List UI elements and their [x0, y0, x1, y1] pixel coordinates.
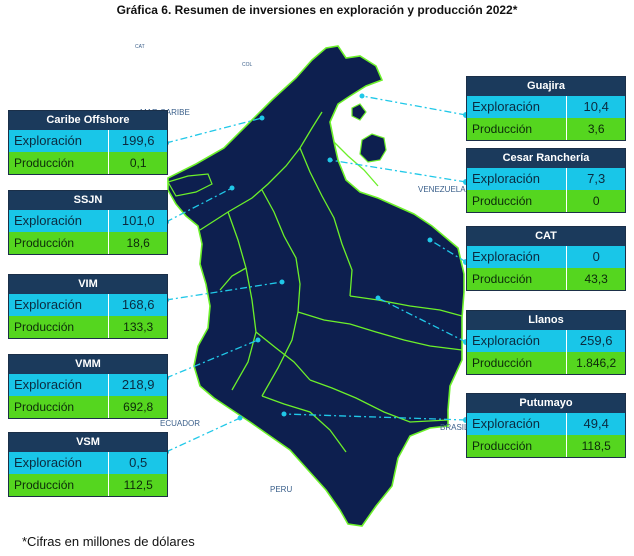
- map-label-cat: CAT: [135, 44, 145, 50]
- basin-name: VSM: [9, 433, 167, 452]
- produccion-value: 3,6: [566, 118, 625, 140]
- exploracion-value: 199,6: [108, 130, 167, 152]
- produccion-value: 118,5: [566, 435, 625, 457]
- produccion-value: 1.846,2: [566, 352, 625, 374]
- produccion-label: Producción: [9, 474, 109, 496]
- colombia-landmass: [167, 45, 465, 527]
- exploracion-label: Exploración: [9, 374, 109, 396]
- produccion-value: 18,6: [108, 232, 167, 254]
- exploracion-label: Exploración: [467, 413, 567, 435]
- exploracion-value: 0: [566, 246, 625, 268]
- produccion-label: Producción: [9, 152, 109, 174]
- basin-boundaries: [199, 111, 463, 453]
- basin-name: Guajira: [467, 77, 625, 96]
- produccion-label: Producción: [467, 190, 567, 212]
- basin-box-caribe-offshore: Caribe Offshore Exploración 199,6 Producc…: [8, 110, 168, 175]
- exploracion-value: 218,9: [108, 374, 167, 396]
- basin-name: VIM: [9, 275, 167, 294]
- produccion-label: Producción: [9, 232, 109, 254]
- exploracion-label: Exploración: [9, 210, 109, 232]
- exploracion-label: Exploración: [467, 246, 567, 268]
- produccion-value: 0,1: [108, 152, 167, 174]
- exploracion-label: Exploración: [467, 168, 567, 190]
- exploracion-label: Exploración: [9, 294, 109, 316]
- caribbean-island: [359, 133, 387, 163]
- exploracion-value: 10,4: [566, 96, 625, 118]
- map-label-peru: PERU: [270, 485, 292, 494]
- basin-box-putumayo: Putumayo Exploración 49,4 Producción 118,5: [466, 393, 626, 458]
- produccion-label: Producción: [467, 118, 567, 140]
- basin-name: CAT: [467, 227, 625, 246]
- basin-box-llanos: Llanos Exploración 259,6 Producción 1.846,…: [466, 310, 626, 375]
- exploracion-label: Exploración: [9, 130, 109, 152]
- produccion-value: 0: [566, 190, 625, 212]
- produccion-label: Producción: [9, 396, 109, 418]
- basin-box-vmm: VMM Exploración 218,9 Producción 692,8: [8, 354, 168, 419]
- produccion-value: 692,8: [108, 396, 167, 418]
- basin-box-guajira: Guajira Exploración 10,4 Producción 3,6: [466, 76, 626, 141]
- produccion-value: 112,5: [108, 474, 167, 496]
- produccion-label: Producción: [9, 316, 109, 338]
- exploracion-value: 7,3: [566, 168, 625, 190]
- offshore-block: [167, 173, 213, 197]
- chart-title: Gráfica 6. Resumen de inversiones en exp…: [116, 3, 518, 17]
- basin-box-vim: VIM Exploración 168,6 Producción 133,3: [8, 274, 168, 339]
- exploracion-value: 0,5: [108, 452, 167, 474]
- basin-name: Caribe Offshore: [9, 111, 167, 130]
- basin-name: SSJN: [9, 191, 167, 210]
- map-label-ecuador: ECUADOR: [160, 419, 200, 428]
- produccion-label: Producción: [467, 352, 567, 374]
- map-label-venezuela: VENEZUELA: [418, 185, 466, 194]
- exploracion-label: Exploración: [9, 452, 109, 474]
- basin-name: Cesar Ranchería: [467, 149, 625, 168]
- exploracion-value: 168,6: [108, 294, 167, 316]
- produccion-label: Producción: [467, 268, 567, 290]
- basin-box-cat: CAT Exploración 0 Producción 43,3: [466, 226, 626, 291]
- basin-name: VMM: [9, 355, 167, 374]
- basin-name: Llanos: [467, 311, 625, 330]
- produccion-value: 133,3: [108, 316, 167, 338]
- leader-lines: [165, 95, 467, 453]
- basin-box-vsm: VSM Exploración 0,5 Producción 112,5: [8, 432, 168, 497]
- basin-box-cesar-rancheria: Cesar Ranchería Exploración 7,3 Producció…: [466, 148, 626, 213]
- northern-island: [351, 103, 367, 121]
- footnote: *Cifras en millones de dólares: [22, 534, 195, 549]
- basin-box-ssjn: SSJN Exploración 101,0 Producción 18,6: [8, 190, 168, 255]
- map-label-brasil: BRASIL: [440, 423, 469, 432]
- exploracion-value: 49,4: [566, 413, 625, 435]
- basin-name: Putumayo: [467, 394, 625, 413]
- exploracion-label: Exploración: [467, 96, 567, 118]
- exploracion-value: 101,0: [108, 210, 167, 232]
- exploracion-label: Exploración: [467, 330, 567, 352]
- produccion-label: Producción: [467, 435, 567, 457]
- exploracion-value: 259,6: [566, 330, 625, 352]
- map-label-col: COL: [242, 62, 253, 68]
- produccion-value: 43,3: [566, 268, 625, 290]
